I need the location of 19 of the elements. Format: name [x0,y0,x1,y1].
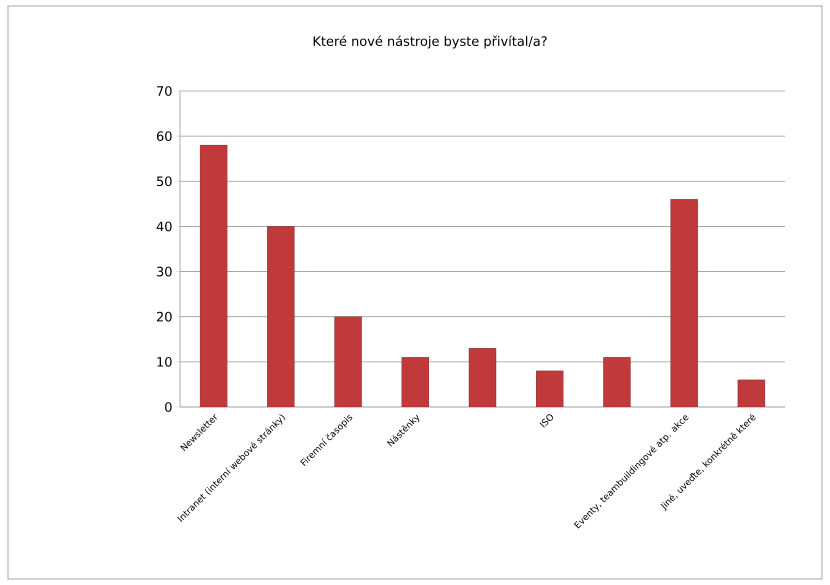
bar [200,144,228,407]
chart-title: Které nové nástroje byste přivítal/a? [314,35,547,49]
bar [738,380,766,407]
bar [670,199,698,407]
bar [536,370,564,407]
bar [603,357,631,407]
bar [267,226,295,407]
y-tick-label: 10 [157,356,172,367]
y-tick-label: 30 [156,266,172,276]
bar [402,357,429,407]
y-tick-label: 60 [156,131,172,142]
y-tick-label: 40 [156,222,172,232]
bar [334,316,362,407]
x-tick-label: ISO [540,414,553,428]
bar [468,348,496,407]
y-tick-label: 70 [157,86,172,96]
y-tick-label: 20 [156,312,172,322]
y-tick-label: 50 [157,176,172,186]
y-tick-label: 0 [165,402,172,412]
